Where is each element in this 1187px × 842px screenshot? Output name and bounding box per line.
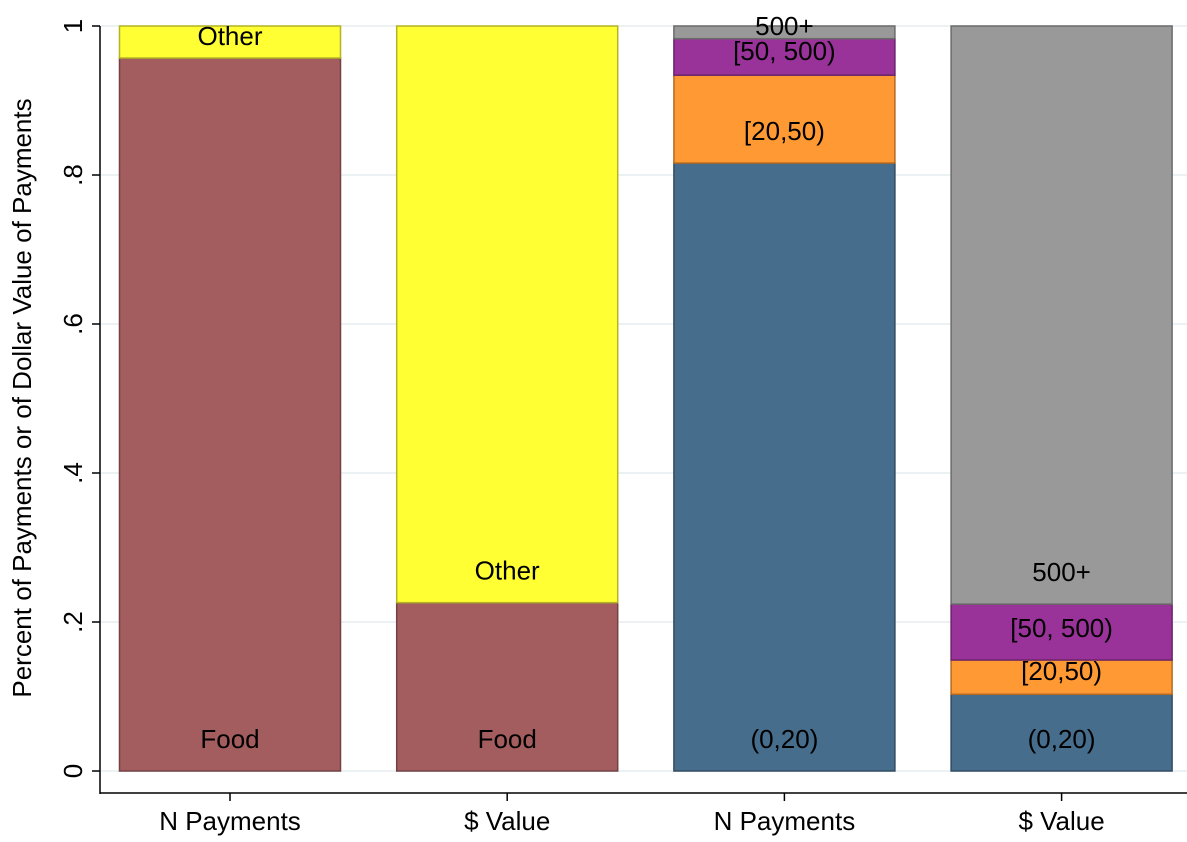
y-tick-label: .4	[58, 462, 88, 484]
x-tick-label: $ Value	[1018, 806, 1104, 836]
y-tick-label: .6	[58, 313, 88, 335]
bar-segment	[673, 162, 896, 772]
segment-label: [20,50)	[1021, 656, 1102, 686]
bar-segment	[673, 74, 896, 164]
y-tick-label: .8	[58, 164, 88, 186]
bar-segment	[950, 603, 1173, 661]
segment-label: Food	[200, 724, 259, 754]
x-tick-label: $ Value	[464, 806, 550, 836]
segment-label: 500+	[1032, 557, 1091, 587]
y-axis-title: Percent of Payments or of Dollar Value o…	[7, 98, 37, 697]
bar-segment	[118, 57, 342, 772]
segment-label: [20,50)	[744, 116, 825, 146]
y-tick-label: 1	[58, 19, 88, 33]
bar-segment	[118, 25, 342, 59]
bar-segment	[950, 693, 1173, 772]
x-tick-label: N Payments	[714, 806, 856, 836]
bar-segment	[395, 25, 619, 604]
segment-label: [50, 500)	[733, 36, 836, 66]
y-tick-label: 0	[58, 764, 88, 778]
bar-segment	[673, 37, 896, 76]
y-tick-label: .2	[58, 611, 88, 633]
x-tick-label: N Payments	[159, 806, 301, 836]
segment-label: Other	[197, 21, 262, 51]
bar-segment	[395, 601, 619, 772]
segment-label: 500+	[755, 11, 814, 41]
segment-label: Other	[475, 555, 540, 585]
bar-segment	[673, 25, 896, 40]
segment-label: [50, 500)	[1010, 613, 1113, 643]
segment-label: (0,20)	[1028, 724, 1096, 754]
bar-segment	[950, 25, 1173, 605]
segment-label: (0,20)	[750, 724, 818, 754]
segment-label: Food	[478, 724, 537, 754]
